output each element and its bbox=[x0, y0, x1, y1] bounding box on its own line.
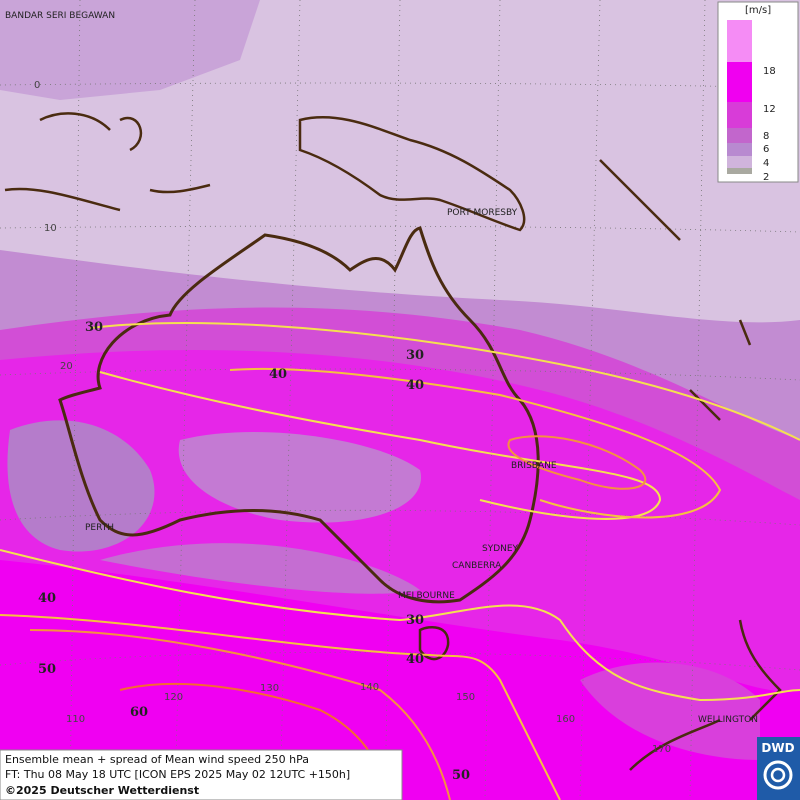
contour-label: 50 bbox=[38, 662, 56, 677]
legend-swatch bbox=[727, 156, 752, 168]
shade-area bbox=[7, 420, 155, 552]
contour-label: 40 bbox=[406, 378, 424, 393]
lon-label: 160 bbox=[556, 714, 575, 725]
legend-swatch bbox=[727, 102, 752, 128]
lon-label: 130 bbox=[260, 683, 279, 694]
lon-label: 110 bbox=[66, 714, 85, 725]
lat-label: 20 bbox=[60, 361, 73, 372]
shade-area bbox=[178, 431, 421, 523]
contour-label: 30 bbox=[406, 613, 424, 628]
logo-icon bbox=[763, 760, 793, 790]
lat-label: 0 bbox=[34, 80, 40, 91]
legend-tick: 6 bbox=[763, 144, 769, 155]
contour-label: 40 bbox=[269, 367, 287, 382]
city-label: BRISBANE bbox=[511, 461, 557, 471]
lon-label: 150 bbox=[456, 692, 475, 703]
legend-tick: 12 bbox=[763, 104, 776, 115]
contour-label: 40 bbox=[38, 591, 56, 606]
city-label: PERTH bbox=[85, 523, 114, 533]
city-label: CANBERRA bbox=[452, 561, 502, 571]
contour-label: 40 bbox=[406, 652, 424, 667]
shade-area bbox=[100, 543, 420, 594]
city-label: MELBOURNE bbox=[398, 591, 455, 601]
lat-label: 10 bbox=[44, 223, 57, 234]
city-label: WELLINGTON bbox=[698, 715, 758, 725]
shade-area bbox=[0, 560, 800, 800]
legend-unit: [m/s] bbox=[745, 5, 771, 16]
footer-text: FT: Thu 08 May 18 UTC [ICON EPS 2025 May… bbox=[5, 768, 350, 781]
legend: [m/s] 18 12 8 6 4 2 bbox=[717, 1, 799, 183]
footer-text: ©2025 Deutscher Wetterdienst bbox=[5, 784, 199, 797]
city-label: BANDAR SERI BEGAWAN bbox=[5, 11, 115, 21]
legend-tick: 4 bbox=[763, 158, 769, 169]
legend-swatch bbox=[727, 128, 752, 143]
contour-label: 60 bbox=[130, 705, 148, 720]
contour-label: 30 bbox=[85, 320, 103, 335]
logo-icon bbox=[770, 767, 786, 783]
shade-area bbox=[580, 662, 760, 760]
lon-label: 170 bbox=[652, 744, 671, 755]
legend-swatch bbox=[727, 168, 752, 174]
lon-label: 140 bbox=[360, 682, 379, 693]
logo: DWD bbox=[757, 737, 800, 800]
footer-text: Ensemble mean + spread of Mean wind spee… bbox=[5, 753, 309, 766]
contour-label: 30 bbox=[406, 348, 424, 363]
footer-box bbox=[0, 749, 403, 800]
city-label: PORT MORESBY bbox=[447, 208, 518, 218]
legend-tick: 18 bbox=[763, 66, 776, 77]
legend-swatch bbox=[727, 20, 752, 62]
legend-tick: 2 bbox=[763, 172, 769, 183]
shade-area bbox=[0, 0, 260, 100]
legend-swatch bbox=[727, 62, 752, 102]
contour-label: 50 bbox=[452, 768, 470, 783]
footer: Ensemble mean + spread of Mean wind spee… bbox=[0, 749, 403, 800]
lon-label: 120 bbox=[164, 692, 183, 703]
city-label: SYDNEY bbox=[482, 544, 519, 554]
logo-text: DWD bbox=[761, 741, 794, 755]
legend-swatch bbox=[727, 143, 752, 156]
legend-tick: 8 bbox=[763, 131, 769, 142]
contours bbox=[0, 322, 800, 800]
